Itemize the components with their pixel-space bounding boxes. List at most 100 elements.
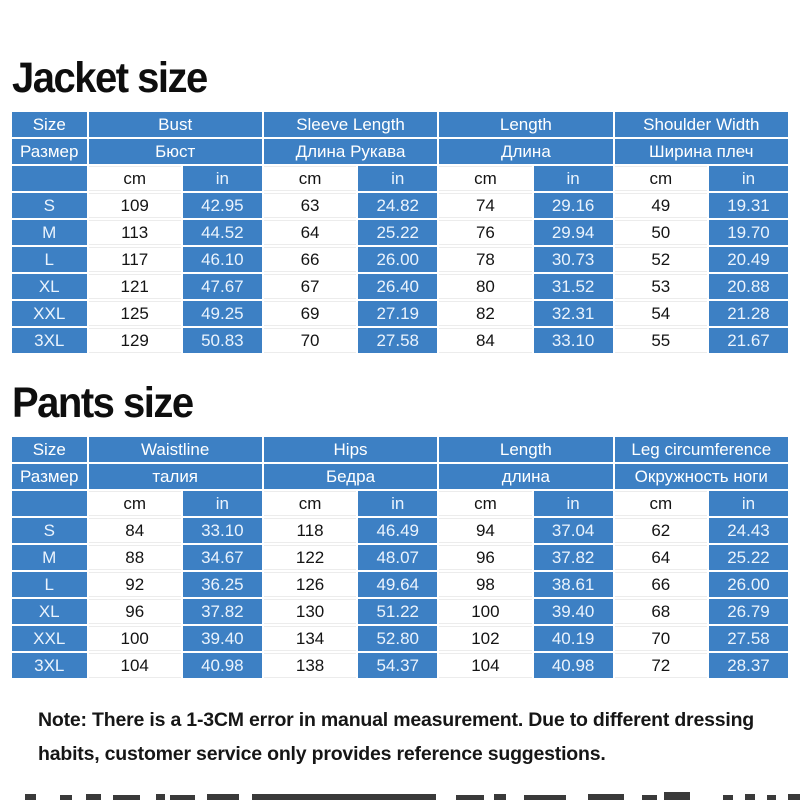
table-row: Size Bust Sleeve Length Length Shoulder Widt… (12, 112, 788, 137)
value-cm-cell: 125 (88, 301, 181, 326)
unit-in-cell: in (358, 166, 438, 191)
table-row: L 92 36.25 126 49.64 98 38.61 66 26.00 (12, 572, 788, 597)
value-cm-cell: 104 (439, 653, 532, 678)
measurement-note: Note: There is a 1-3CM error in manual m… (38, 709, 755, 765)
size-label-cell: M (12, 545, 87, 570)
value-cm-cell: 78 (439, 247, 532, 272)
size-label-cell: XXL (12, 626, 87, 651)
size-label-cell: L (12, 247, 87, 272)
column-header-ru: Бедра (263, 464, 438, 489)
size-label-cell: L (12, 572, 87, 597)
value-cm-cell: 76 (439, 220, 532, 245)
value-in-cell: 46.49 (358, 518, 438, 543)
value-cm-cell: 62 (614, 518, 707, 543)
value-in-cell: 27.58 (708, 626, 788, 651)
value-cm-cell: 84 (439, 328, 532, 353)
value-cm-cell: 117 (88, 247, 181, 272)
table-row: XXL 100 39.40 134 52.80 102 40.19 70 27.58 (12, 626, 788, 651)
pants-size-title: Pants size (12, 379, 194, 427)
value-cm-cell: 134 (263, 626, 357, 651)
empty-corner-cell (12, 491, 87, 516)
value-cm-cell: 70 (263, 328, 357, 353)
value-in-cell: 40.98 (533, 653, 613, 678)
value-in-cell: 40.98 (182, 653, 262, 678)
value-in-cell: 21.67 (708, 328, 788, 353)
value-cm-cell: 55 (614, 328, 707, 353)
value-in-cell: 42.95 (182, 193, 262, 218)
value-cm-cell: 122 (263, 545, 357, 570)
column-header-en: Length (439, 112, 613, 137)
size-header-ru: Размер (12, 139, 87, 164)
value-in-cell: 39.40 (182, 626, 262, 651)
value-in-cell: 24.43 (708, 518, 788, 543)
value-cm-cell: 49 (614, 193, 707, 218)
value-cm-cell: 64 (614, 545, 707, 570)
column-header-ru: длина (439, 464, 613, 489)
value-cm-cell: 66 (614, 572, 707, 597)
unit-in-cell: in (358, 491, 438, 516)
value-cm-cell: 64 (263, 220, 357, 245)
column-header-en: Sleeve Length (263, 112, 438, 137)
value-in-cell: 37.04 (533, 518, 613, 543)
value-cm-cell: 68 (614, 599, 707, 624)
column-header-ru: Бюст (88, 139, 262, 164)
pants-size-table: Size Waistline Hips Length Leg circumference… (10, 435, 790, 680)
table-row: 3XL 129 50.83 70 27.58 84 33.10 55 21.67 (12, 328, 788, 353)
value-cm-cell: 72 (614, 653, 707, 678)
table-row: M 113 44.52 64 25.22 76 29.94 50 19.70 (12, 220, 788, 245)
empty-corner-cell (12, 166, 87, 191)
value-cm-cell: 50 (614, 220, 707, 245)
unit-cm-cell: cm (614, 491, 707, 516)
value-cm-cell: 52 (614, 247, 707, 272)
value-cm-cell: 53 (614, 274, 707, 299)
cropped-bottom-text-strip (0, 790, 800, 800)
value-in-cell: 49.25 (182, 301, 262, 326)
column-header-en: Length (439, 437, 613, 462)
value-in-cell: 37.82 (182, 599, 262, 624)
unit-cm-cell: cm (439, 166, 532, 191)
value-in-cell: 31.52 (533, 274, 613, 299)
value-in-cell: 40.19 (533, 626, 613, 651)
column-header-en: Leg circumference (614, 437, 788, 462)
value-in-cell: 20.88 (708, 274, 788, 299)
value-cm-cell: 70 (614, 626, 707, 651)
value-cm-cell: 80 (439, 274, 532, 299)
value-in-cell: 20.49 (708, 247, 788, 272)
value-cm-cell: 96 (88, 599, 181, 624)
size-label-cell: XL (12, 274, 87, 299)
value-in-cell: 47.67 (182, 274, 262, 299)
value-cm-cell: 88 (88, 545, 181, 570)
unit-cm-cell: cm (263, 166, 357, 191)
value-in-cell: 54.37 (358, 653, 438, 678)
size-label-cell: 3XL (12, 653, 87, 678)
value-in-cell: 27.58 (358, 328, 438, 353)
column-header-en: Hips (263, 437, 438, 462)
unit-cm-cell: cm (439, 491, 532, 516)
value-in-cell: 32.31 (533, 301, 613, 326)
value-cm-cell: 104 (88, 653, 181, 678)
value-cm-cell: 82 (439, 301, 532, 326)
value-in-cell: 25.22 (358, 220, 438, 245)
value-in-cell: 33.10 (182, 518, 262, 543)
value-cm-cell: 94 (439, 518, 532, 543)
value-in-cell: 28.37 (708, 653, 788, 678)
size-chart-page: Jacket size Size Bust Sleeve Length Length S… (10, 56, 790, 765)
table-row: XL 96 37.82 130 51.22 100 39.40 68 26.79 (12, 599, 788, 624)
value-in-cell: 50.83 (182, 328, 262, 353)
table-row: Размер талия Бедра длина Окружность ноги (12, 464, 788, 489)
value-cm-cell: 69 (263, 301, 357, 326)
value-in-cell: 51.22 (358, 599, 438, 624)
value-cm-cell: 54 (614, 301, 707, 326)
table-row: Размер Бюст Длина Рукава Длина Ширина плеч (12, 139, 788, 164)
value-cm-cell: 129 (88, 328, 181, 353)
size-label-cell: 3XL (12, 328, 87, 353)
table-row: Size Waistline Hips Length Leg circumference (12, 437, 788, 462)
value-in-cell: 30.73 (533, 247, 613, 272)
value-in-cell: 39.40 (533, 599, 613, 624)
value-in-cell: 49.64 (358, 572, 438, 597)
column-header-ru: Окружность ноги (614, 464, 788, 489)
value-in-cell: 21.28 (708, 301, 788, 326)
value-in-cell: 27.19 (358, 301, 438, 326)
value-in-cell: 33.10 (533, 328, 613, 353)
value-in-cell: 25.22 (708, 545, 788, 570)
